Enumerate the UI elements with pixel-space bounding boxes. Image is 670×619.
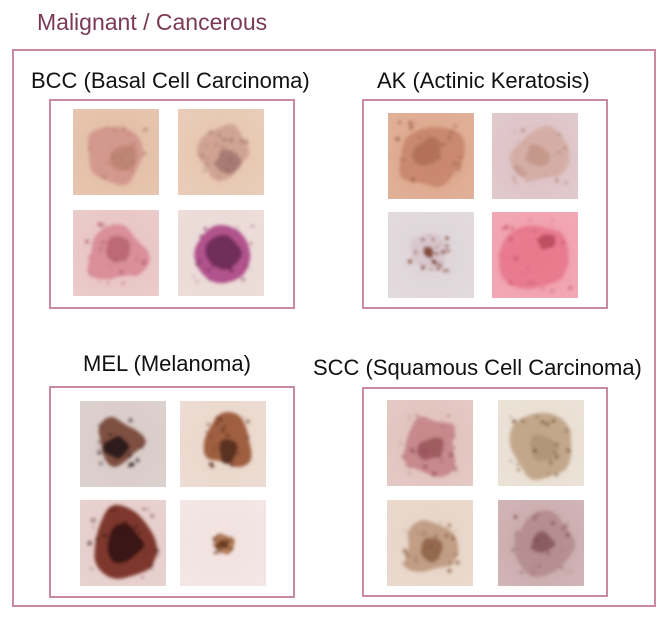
group-title-ak: AK (Actinic Keratosis) xyxy=(377,68,590,93)
lesion-image-mel-2 xyxy=(180,401,266,487)
lesion-image-bcc-4 xyxy=(178,210,264,296)
lesion-image-scc-3 xyxy=(387,500,473,586)
lesion-image-drawing xyxy=(178,210,264,296)
lesion-image-scc-1 xyxy=(387,400,473,486)
lesion-image-drawing xyxy=(180,401,266,487)
group-frame-ak xyxy=(362,99,608,309)
lesion-image-bcc-1 xyxy=(73,109,159,195)
lesion-image-ak-4 xyxy=(492,212,578,298)
lesion-image-bcc-2 xyxy=(178,109,264,195)
lesion-image-drawing xyxy=(80,401,166,487)
group-frame-mel xyxy=(49,386,295,598)
lesion-image-bcc-3 xyxy=(73,210,159,296)
lesion-image-drawing xyxy=(492,212,578,298)
lesion-image-drawing xyxy=(387,500,473,586)
lesion-image-ak-3 xyxy=(388,212,474,298)
malignant-section-frame xyxy=(12,49,656,607)
lesion-image-ak-2 xyxy=(492,113,578,199)
group-title-bcc: BCC (Basal Cell Carcinoma) xyxy=(31,68,310,93)
lesion-image-ak-1 xyxy=(388,113,474,199)
lesion-image-drawing xyxy=(73,109,159,195)
lesion-image-drawing xyxy=(498,400,584,486)
group-frame-bcc xyxy=(49,99,295,309)
lesion-image-mel-3 xyxy=(80,500,166,586)
lesion-image-drawing xyxy=(388,113,474,199)
group-title-mel: MEL (Melanoma) xyxy=(83,351,251,376)
lesion-image-drawing xyxy=(180,500,266,586)
lesion-image-drawing xyxy=(492,113,578,199)
lesion-image-scc-2 xyxy=(498,400,584,486)
lesion-image-scc-4 xyxy=(498,500,584,586)
lesion-image-drawing xyxy=(80,500,166,586)
group-title-scc: SCC (Squamous Cell Carcinoma) xyxy=(313,355,642,380)
group-frame-scc xyxy=(362,387,608,597)
lesion-image-drawing xyxy=(498,500,584,586)
lesion-image-drawing xyxy=(73,210,159,296)
lesion-image-drawing xyxy=(388,212,474,298)
lesion-image-drawing xyxy=(178,109,264,195)
page-title: Malignant / Cancerous xyxy=(37,9,268,35)
lesion-image-drawing xyxy=(387,400,473,486)
lesion-image-mel-1 xyxy=(80,401,166,487)
lesion-image-mel-4 xyxy=(180,500,266,586)
